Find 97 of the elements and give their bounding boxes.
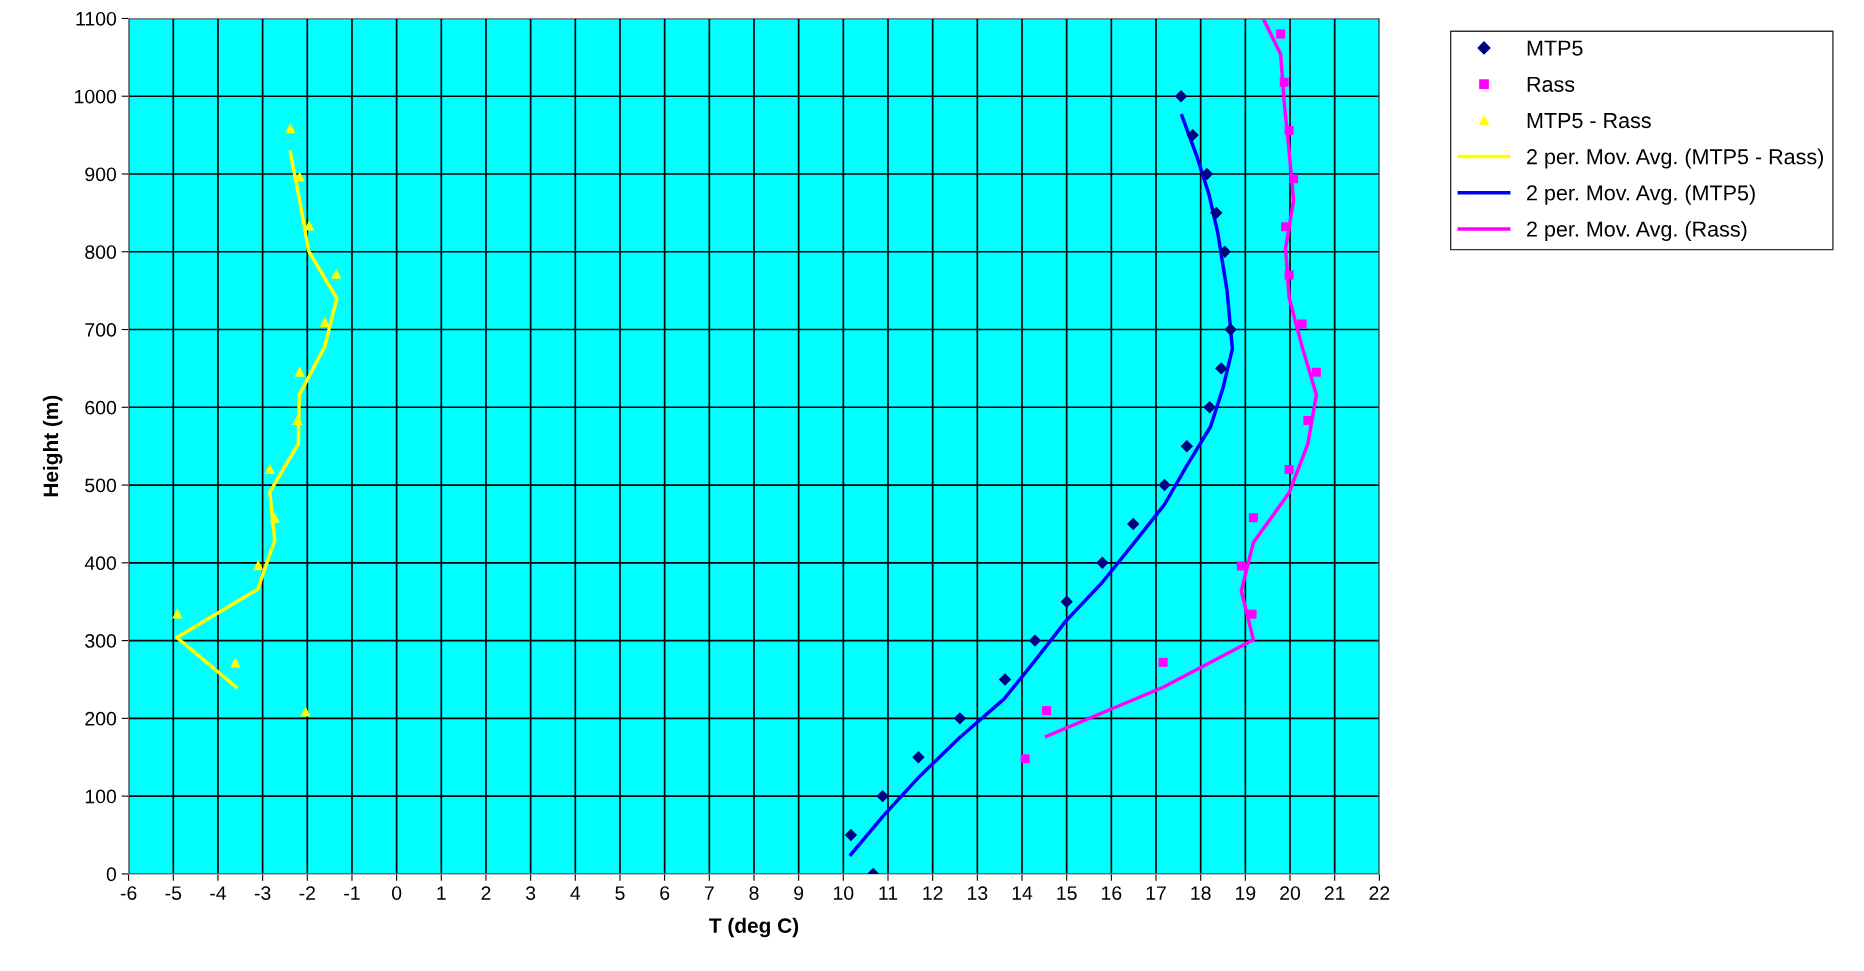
point [1186, 128, 1199, 142]
point [1020, 754, 1030, 764]
point [1297, 319, 1307, 329]
legend-label: Rass [1527, 76, 1575, 92]
x-tick-label: 22 [1369, 886, 1390, 900]
y-tick-label: 600 [85, 400, 117, 415]
point [1180, 439, 1194, 453]
x-tick-label: -2 [299, 886, 315, 900]
point [953, 712, 967, 725]
point [172, 608, 183, 619]
point [1028, 634, 1042, 647]
point [912, 751, 925, 764]
point [1127, 517, 1140, 531]
line-series [849, 113, 1235, 857]
y-tick-label: 400 [84, 556, 117, 571]
x-tick-label: 9 [794, 886, 804, 900]
x-tick-label: 7 [704, 886, 714, 900]
point [1174, 90, 1188, 103]
legend-label: 2 per. Mov. Avg. (Rass) [1527, 220, 1747, 242]
point [1247, 609, 1257, 619]
x-tick-label: 0 [391, 886, 402, 900]
y-tick-label: 1100 [76, 11, 117, 26]
point [331, 268, 342, 279]
point [1215, 362, 1228, 375]
y-tick-label: 900 [85, 167, 117, 182]
x-tick-label: -6 [120, 886, 137, 900]
x-tick-label: -5 [165, 886, 182, 900]
point [1248, 513, 1258, 523]
point [1042, 706, 1052, 716]
x-tick-label: 17 [1146, 886, 1166, 900]
x-tick-label: 1 [437, 886, 446, 900]
x-tick-label: 4 [570, 886, 581, 900]
point [292, 414, 303, 425]
point [253, 560, 264, 571]
x-tick-label: 16 [1102, 886, 1122, 900]
point [1284, 270, 1294, 280]
x-tick-label: 13 [968, 886, 988, 900]
point [1236, 561, 1246, 571]
y-tick-label: 500 [85, 478, 117, 493]
point [1218, 245, 1232, 258]
point [1311, 367, 1321, 377]
point [230, 657, 241, 668]
legend-label: MTP5 - Rass [1527, 113, 1651, 129]
x-tick-label: 10 [834, 886, 854, 900]
point [1210, 206, 1223, 220]
point [319, 316, 330, 327]
legend-label: 2 per. Mov. Avg. (MTP5) [1527, 184, 1755, 205]
x-tick-label: 11 [879, 886, 898, 900]
point [1276, 29, 1286, 39]
point [300, 706, 311, 717]
x-tick-label: 18 [1191, 886, 1211, 900]
legend-label: MTP5 [1527, 40, 1583, 56]
x-tick-label: 6 [660, 886, 670, 900]
point [1224, 323, 1237, 336]
y-tick-label: 1000 [75, 89, 117, 104]
y-axis-title: Height (m) [42, 395, 63, 497]
x-tick-label: 3 [525, 886, 536, 900]
legend-label: 2 per. Mov. Avg. (MTP5 - Rass) [1527, 148, 1823, 169]
point [264, 463, 275, 474]
x-tick-label: 8 [749, 886, 759, 900]
point [844, 828, 858, 842]
point [998, 673, 1012, 686]
point [1289, 174, 1299, 184]
x-axis-title: T (deg C) [709, 917, 799, 938]
x-tick-label: 21 [1324, 886, 1345, 900]
x-tick-label: -4 [210, 886, 227, 900]
point [1279, 77, 1289, 87]
y-tick-label: 700 [85, 322, 117, 337]
point [1158, 478, 1171, 492]
line-series [1044, 18, 1319, 738]
point [1200, 167, 1214, 181]
y-tick-label: 100 [85, 789, 117, 804]
point [1203, 401, 1216, 414]
x-tick-label: 12 [923, 886, 943, 900]
point [1060, 595, 1073, 608]
point [269, 512, 280, 523]
x-tick-label: 2 [481, 886, 491, 900]
line-series [175, 150, 339, 689]
x-tick-label: 15 [1057, 886, 1077, 900]
x-tick-label: -1 [344, 886, 360, 900]
x-tick-label: -3 [254, 886, 271, 900]
x-tick-label: 14 [1012, 886, 1033, 900]
point [285, 122, 296, 134]
y-tick-label: 300 [85, 634, 117, 648]
point [294, 366, 305, 377]
x-tick-label: 19 [1236, 886, 1256, 900]
point [1158, 657, 1168, 667]
x-tick-label: 20 [1280, 886, 1301, 900]
point [876, 789, 889, 803]
y-tick-label: 800 [85, 245, 117, 259]
point [1284, 465, 1294, 475]
y-tick-label: 0 [106, 867, 117, 882]
x-tick-label: 5 [615, 886, 625, 900]
point [1284, 125, 1294, 135]
point [1281, 222, 1291, 232]
y-tick-label: 200 [85, 711, 117, 726]
point [1096, 556, 1109, 570]
